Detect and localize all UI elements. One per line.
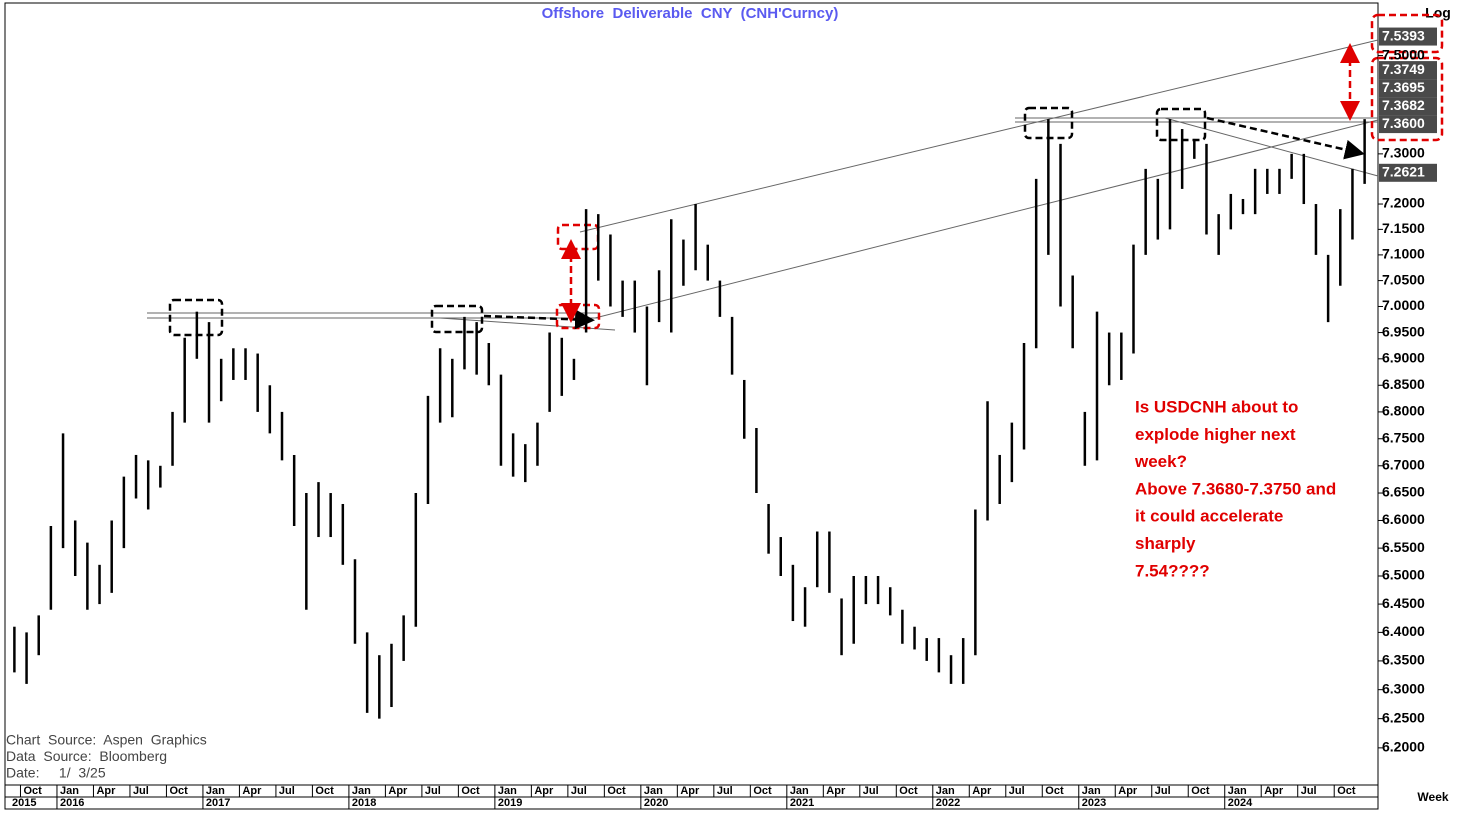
annotation: 7.54????: [1135, 561, 1210, 580]
chart-title: Offshore Deliverable CNY (CNH'Curncy): [542, 5, 839, 22]
annotation: week?: [1134, 452, 1187, 471]
price-label-box: [1379, 79, 1437, 98]
x-tick-label: Oct: [1045, 785, 1064, 797]
x-tick-label: Oct: [315, 785, 334, 797]
source-note: Date: 1/ 3/25: [6, 765, 106, 781]
price-label: 7.3682: [1382, 97, 1425, 113]
x-tick-label: Oct: [461, 785, 480, 797]
annotation: Above 7.3680-7.3750 and: [1135, 479, 1336, 498]
y-tick-label: 6.9000: [1382, 350, 1425, 366]
y-tick-label: 7.1000: [1382, 246, 1425, 262]
x-tick-label: Jan: [936, 785, 955, 797]
x-tick-label: Apr: [1118, 785, 1138, 797]
annotation: sharply: [1135, 534, 1196, 553]
x-tick-label: Jul: [279, 785, 295, 797]
price-label-box: [1379, 115, 1437, 134]
y-tick-label: 6.7000: [1382, 456, 1425, 472]
y-tick-label: 7.0000: [1382, 297, 1425, 313]
x-tick-label: Oct: [1191, 785, 1210, 797]
year-label: 2018: [352, 797, 376, 809]
x-tick-label: Apr: [972, 785, 992, 797]
y-tick-label: 6.6000: [1382, 511, 1425, 527]
x-tick-label: Apr: [96, 785, 116, 797]
price-label-box: [1379, 97, 1437, 116]
x-tick-label: Jan: [60, 785, 79, 797]
annotation: explode higher next: [1135, 425, 1296, 444]
x-tick-label: Oct: [607, 785, 626, 797]
x-tick-label: Oct: [169, 785, 188, 797]
x-tick-label: Apr: [534, 785, 554, 797]
y-tick-label: 7.5000: [1382, 46, 1425, 62]
price-label: 7.5393: [1382, 27, 1425, 43]
year-label: 2023: [1082, 797, 1106, 809]
price-label: 7.3600: [1382, 115, 1425, 131]
x-tick-label: Jul: [425, 785, 441, 797]
x-tick-label: Jul: [863, 785, 879, 797]
year-label: 2016: [60, 797, 84, 809]
y-tick-label: 6.3000: [1382, 680, 1425, 696]
x-tick-label: Jan: [790, 785, 809, 797]
annotation: Is USDCNH about to: [1135, 397, 1298, 416]
x-tick-label: Oct: [753, 785, 772, 797]
x-tick-label: Apr: [826, 785, 846, 797]
x-tick-label: Oct: [1337, 785, 1356, 797]
y-tick-label: 6.6500: [1382, 484, 1425, 500]
x-tick-label: Apr: [680, 785, 700, 797]
year-label: 2017: [206, 797, 230, 809]
y-tick-label: 6.7500: [1382, 429, 1425, 445]
source-note: Data Source: Bloomberg: [6, 748, 167, 764]
x-tick-label: Apr: [388, 785, 408, 797]
x-tick-label: Apr: [242, 785, 262, 797]
year-label: 2020: [644, 797, 668, 809]
y-tick-label: 6.8500: [1382, 376, 1425, 392]
year-label: 2024: [1228, 797, 1253, 809]
price-label-box: [1379, 27, 1437, 46]
x-tick-label: Jan: [498, 785, 517, 797]
x-tick-label: Jul: [1155, 785, 1171, 797]
x-tick-label: Jul: [1009, 785, 1025, 797]
scale-label: Log: [1425, 5, 1451, 21]
y-tick-label: 6.5000: [1382, 567, 1425, 583]
trend-lines: [147, 39, 1379, 331]
y-tick-label: 6.9500: [1382, 323, 1425, 339]
x-tick-label: Jul: [571, 785, 587, 797]
y-tick-label: 6.8000: [1382, 403, 1425, 419]
x-tick-label: Jul: [133, 785, 149, 797]
y-tick-label: 6.2500: [1382, 709, 1425, 725]
x-tick-label: Jan: [1228, 785, 1247, 797]
y-tick-label: 6.4500: [1382, 595, 1425, 611]
x-tick-label: Jul: [717, 785, 733, 797]
source-note: Chart Source: Aspen Graphics: [6, 732, 207, 748]
highlight-boxes: [168, 13, 1444, 337]
x-tick-label: Jan: [352, 785, 371, 797]
x-tick-label: Jan: [206, 785, 225, 797]
y-tick-label: 7.3000: [1382, 145, 1425, 161]
y-tick-label: 7.0500: [1382, 271, 1425, 287]
y-tick-label: 7.2000: [1382, 195, 1425, 211]
year-label: 2019: [498, 797, 522, 809]
price-label: 7.3695: [1382, 79, 1425, 95]
price-label: 7.2621: [1382, 163, 1425, 179]
price-label-box: [1379, 163, 1437, 182]
x-tick-label: Oct: [899, 785, 918, 797]
y-tick-label: 6.2000: [1382, 739, 1425, 755]
x-tick-label: Jan: [644, 785, 663, 797]
y-tick-label: 6.3500: [1382, 652, 1425, 668]
year-label: 2021: [790, 797, 814, 809]
x-tick-label: Apr: [1264, 785, 1284, 797]
x-tick-label: Jan: [1082, 785, 1101, 797]
y-tick-label: 6.4000: [1382, 623, 1425, 639]
price-label-box: [1379, 61, 1437, 80]
x-tick-label: Jul: [1301, 785, 1317, 797]
x-tick-label: Oct: [23, 785, 42, 797]
year-label: 2022: [936, 797, 960, 809]
y-tick-label: 6.5500: [1382, 539, 1425, 555]
annotation: it could accelerate: [1135, 507, 1283, 526]
period-label: Week: [1417, 790, 1448, 804]
y-tick-label: 7.1500: [1382, 220, 1425, 236]
year-label: 2015: [12, 797, 36, 809]
price-label: 7.3749: [1382, 61, 1425, 77]
